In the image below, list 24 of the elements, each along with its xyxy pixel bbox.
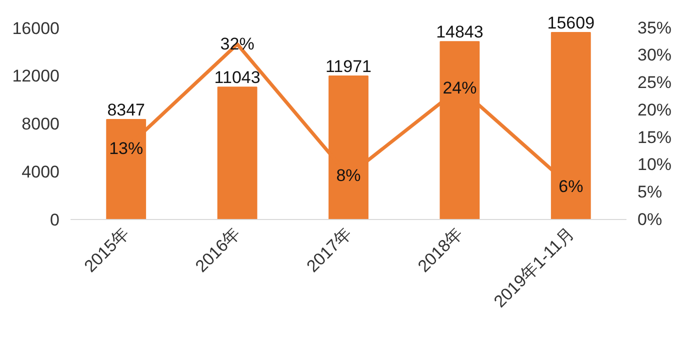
data-label: 14843 [436, 22, 484, 42]
data-label: 32% [220, 34, 254, 54]
y-tick-label: 0 [50, 210, 60, 230]
y2-tick-label: 5% [638, 182, 662, 202]
data-label: 11043 [214, 68, 260, 88]
y2-tick-label: 15% [638, 128, 672, 147]
data-label: 8347 [107, 100, 146, 120]
y2-tick-label: 10% [638, 155, 672, 174]
y2-tick-label: 25% [638, 73, 672, 92]
y-tick-label: 16000 [12, 18, 60, 38]
data-label: 13% [109, 138, 144, 158]
y2-tick-label: 35% [638, 18, 672, 38]
y-tick-label: 8000 [22, 114, 60, 134]
y2-tick-label: 30% [638, 46, 672, 65]
bar [217, 86, 258, 220]
y2-tick-label: 20% [638, 100, 672, 120]
data-label: 24% [442, 78, 477, 98]
y-tick-label: 4000 [22, 162, 60, 182]
y-tick-label: 12000 [12, 66, 60, 86]
data-label: 8% [336, 166, 361, 186]
y2-tick-label: 0% [638, 210, 662, 229]
data-label: 11971 [325, 57, 372, 76]
data-label: 15609 [547, 13, 595, 32]
data-label: 6% [558, 177, 584, 196]
